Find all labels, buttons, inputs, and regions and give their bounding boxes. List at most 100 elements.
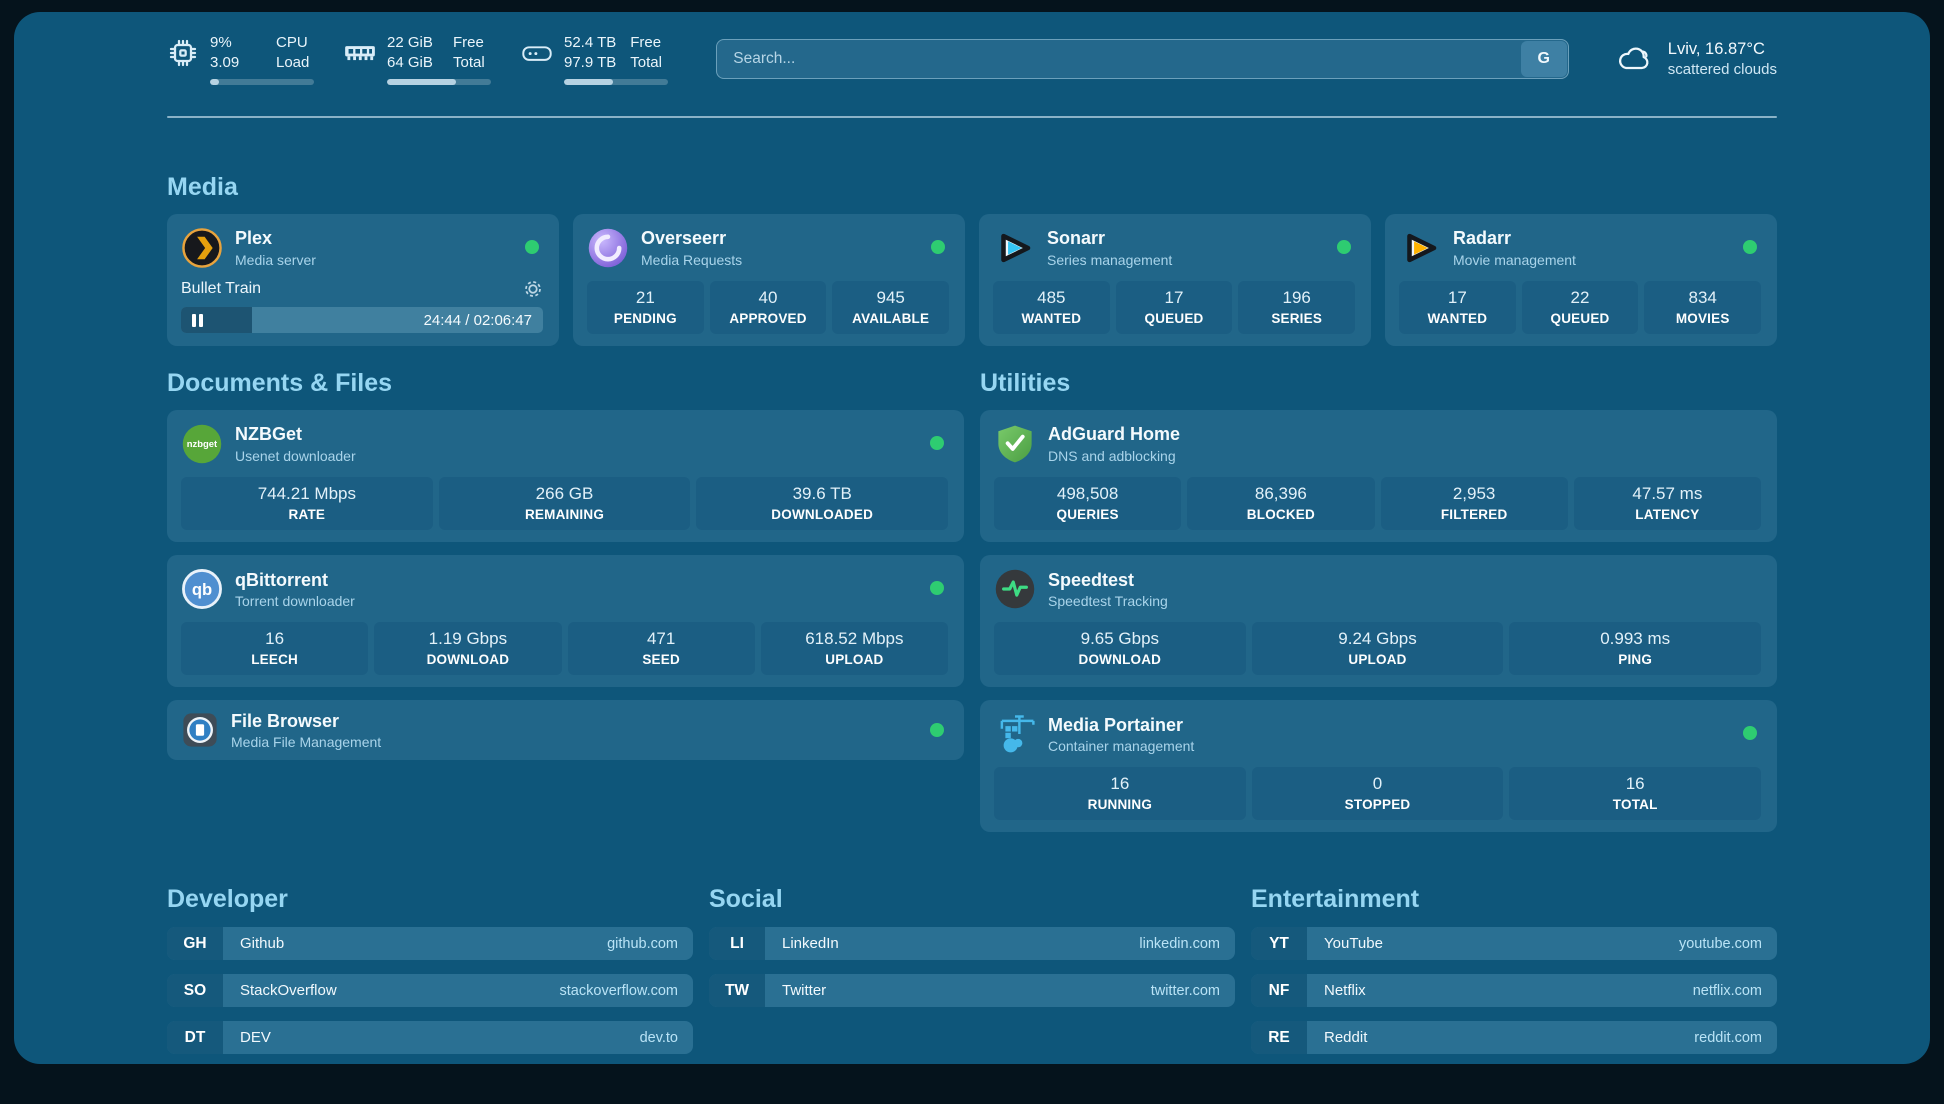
stat-label: REMAINING [524,507,605,523]
status-dot [930,436,944,451]
stat-label: UPLOAD [1348,652,1407,668]
pause-icon[interactable] [192,313,203,327]
bookmark-abbr: RE [1251,1021,1307,1055]
cpu-usage-value: 9% [210,34,232,52]
bookmark-dev[interactable]: DT DEV dev.to [167,1021,693,1055]
stat-tile: 9.24 Gbps UPLOAD [1251,622,1504,676]
stat-label: UPLOAD [825,652,884,668]
bookmark-url: stackoverflow.com [559,982,678,999]
app-name: Media Portainer [1048,714,1184,735]
app-name: Overseerr [641,228,727,249]
stat-value: 17 [1164,288,1184,307]
portainer-icon [994,713,1036,755]
cloud-icon [1613,41,1655,77]
radarr-icon [1399,227,1441,269]
stat-tile: 21 PENDING [587,281,704,335]
bookmark-linkedin[interactable]: LI LinkedIn linkedin.com [709,927,1235,961]
app-card-overseerr[interactable]: Overseerr Media Requests 21 PENDING 40 A… [573,214,965,347]
bookmark-name: LinkedIn [782,935,839,953]
cpu-load-value: 3.09 [210,54,240,71]
search-provider-button[interactable]: G [1520,41,1567,77]
stat-value: 16 [1110,774,1130,794]
app-card-adguard[interactable]: AdGuard Home DNS and adblocking 498,508 … [980,410,1777,543]
stat-label: APPROVED [729,311,807,327]
app-card-portainer[interactable]: Media Portainer Container management 16 … [980,700,1777,833]
app-card-plex[interactable]: Plex Media server Bullet Train [167,214,559,347]
adguard-icon [994,423,1036,465]
documents-column: Documents & Files nzbget [167,368,964,832]
app-name: Plex [235,228,273,249]
stat-label: BLOCKED [1246,507,1315,523]
stat-tile: 618.52 Mbps UPLOAD [760,622,948,676]
app-description: Container management [1048,738,1195,755]
plex-icon [181,227,223,269]
disk-progress-fill [564,78,613,85]
section-title-developer: Developer [167,885,288,914]
stat-tile: 485 WANTED [993,281,1110,335]
app-description: Media server [235,251,316,268]
stat-tile: 498,508 QUERIES [994,477,1182,531]
disk-free-label: Free [630,34,662,52]
stat-tile: 17 QUEUED [1115,281,1233,335]
now-playing-title: Bullet Train [181,280,262,297]
stat-tile: 86,396 BLOCKED [1187,477,1375,531]
filebrowser-icon [181,711,219,749]
utilities-column: Utilities [980,368,1777,833]
memory-progress-bar [387,78,491,85]
app-name: NZBGet [235,424,302,445]
app-card-nzbget[interactable]: nzbget NZBGet Usenet downloader 744. [167,410,964,543]
disk-free-value: 52.4 TB [564,34,617,52]
qbittorrent-icon: qb [181,568,223,610]
app-description: DNS and adblocking [1048,447,1176,464]
playback-progress-bar[interactable]: 24:44 / 02:06:47 [181,307,543,333]
app-description: Series management [1047,251,1173,268]
stat-label: DOWNLOAD [426,652,510,668]
bookmark-twitter[interactable]: TW Twitter twitter.com [709,974,1235,1008]
stat-value: 744.21 Mbps [257,484,356,504]
memory-total-value: 64 GiB [387,54,433,71]
app-card-qbittorrent[interactable]: qb qBittorrent Torrent downloader 16 [167,555,964,688]
bookmark-netflix[interactable]: NF Netflix netflix.com [1251,974,1777,1008]
bookmark-abbr: DT [167,1021,223,1055]
gear-icon[interactable] [523,279,543,299]
stat-tile: 834 MOVIES [1644,281,1762,335]
bookmark-group-entertainment: Entertainment YT YouTube youtube.com NF … [1251,884,1777,1055]
stat-tile: 40 APPROVED [709,281,827,335]
weather-condition: scattered clouds [1667,60,1777,78]
stat-label: RATE [288,507,326,523]
bookmark-group-developer: Developer GH Github github.com SO StackO… [167,884,693,1055]
cpu-icon [167,37,199,69]
svg-text:nzbget: nzbget [187,439,218,450]
cpu-progress-fill [210,78,220,85]
app-card-speedtest[interactable]: Speedtest Speedtest Tracking 9.65 Gbps D… [980,555,1777,688]
cpu-usage-label: CPU [276,34,308,52]
app-card-radarr[interactable]: Radarr Movie management 17 WANTED 22 QUE… [1385,214,1777,347]
stat-value: 9.65 Gbps [1080,629,1160,649]
bookmark-stackoverflow[interactable]: SO StackOverflow stackoverflow.com [167,974,693,1008]
stat-tile: 945 AVAILABLE [832,281,950,335]
stat-value: 9.24 Gbps [1338,629,1417,649]
section-title-social: Social [709,885,783,914]
bookmark-name: Github [240,935,285,953]
stat-value: 86,396 [1254,484,1307,504]
nzbget-icon: nzbget [181,423,223,465]
stat-value: 0 [1372,774,1383,794]
weather-widget[interactable]: Lviv, 16.87°C scattered clouds [1613,39,1777,80]
bookmark-reddit[interactable]: RE Reddit reddit.com [1251,1021,1777,1055]
bookmark-youtube[interactable]: YT YouTube youtube.com [1251,927,1777,961]
app-name: qBittorrent [235,569,328,590]
app-description: Usenet downloader [235,447,356,464]
bookmark-github[interactable]: GH Github github.com [167,927,693,961]
bookmark-name: StackOverflow [240,982,337,1000]
app-card-sonarr[interactable]: Sonarr Series management 485 WANTED 17 Q… [979,214,1371,347]
bookmark-url: netflix.com [1692,982,1762,999]
bookmark-url: github.com [607,935,678,952]
bookmark-url: reddit.com [1694,1029,1762,1046]
bookmark-abbr: LI [709,927,765,961]
status-dot [525,240,539,254]
app-card-filebrowser[interactable]: File Browser Media File Management [167,700,964,761]
section-title-utilities: Utilities [980,369,1071,398]
memory-free-value: 22 GiB [387,34,433,52]
section-title-entertainment: Entertainment [1251,885,1420,914]
search-input[interactable] [717,40,1520,78]
